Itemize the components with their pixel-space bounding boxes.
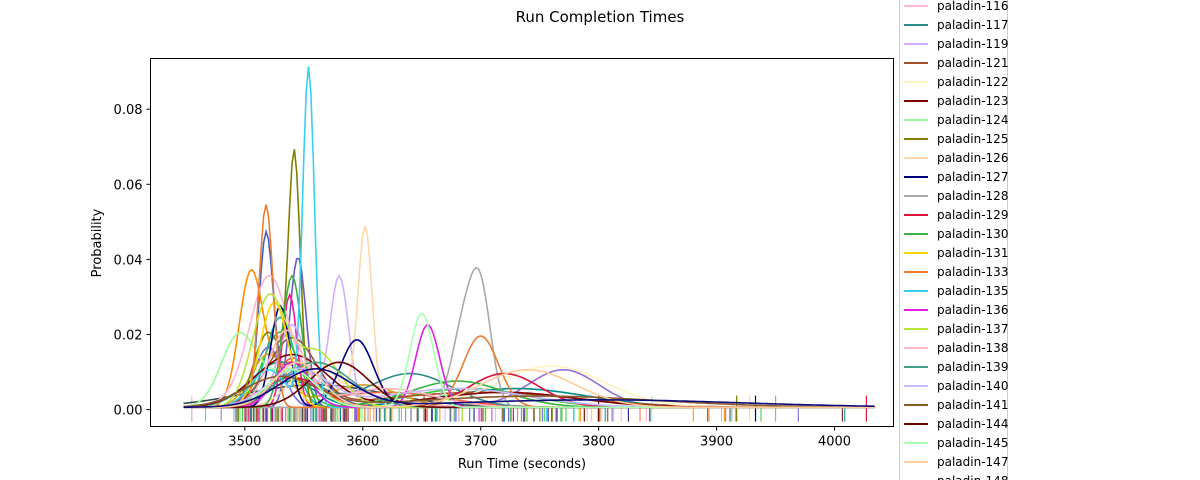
legend-label: paladin-124 <box>937 113 1008 127</box>
y-tick-label: 0.08 <box>114 103 143 118</box>
legend-label: paladin-125 <box>937 132 1008 146</box>
legend-entry: paladin-147 <box>904 455 1008 469</box>
density-curve-paladin-147 <box>183 361 875 409</box>
legend-entry: paladin-135 <box>904 284 1008 298</box>
legend-entry: paladin-122 <box>904 75 1008 89</box>
legend-label: paladin-141 <box>937 398 1008 412</box>
legend-label: paladin-148 <box>937 474 1008 480</box>
legend-label: paladin-133 <box>937 265 1008 279</box>
legend-frame <box>899 0 1008 480</box>
legend-entry: paladin-138 <box>904 341 1008 355</box>
legend-label: paladin-129 <box>937 208 1008 222</box>
legend-label: paladin-123 <box>937 94 1008 108</box>
x-axis: 3500 3600 3700 3800 3900 4000 <box>228 426 851 450</box>
legend-label: paladin-128 <box>937 189 1008 203</box>
y-tick-label: 0.00 <box>114 404 143 419</box>
legend-label: paladin-145 <box>937 436 1008 450</box>
legend-label: paladin-116 <box>937 0 1008 13</box>
density-curve-paladin-141 <box>183 375 875 408</box>
legend-entry: paladin-133 <box>904 265 1008 279</box>
density-curve-paladin-127 <box>183 304 875 409</box>
legend-entry: paladin-121 <box>904 56 1008 70</box>
y-tick-label: 0.06 <box>114 178 143 193</box>
legend-label: paladin-117 <box>937 18 1008 32</box>
legend-label: paladin-127 <box>937 170 1008 184</box>
legend-entry: paladin-148 <box>937 474 1008 480</box>
y-tick-label: 0.04 <box>114 253 143 268</box>
legend-label: paladin-138 <box>937 341 1008 355</box>
legend-entry: paladin-130 <box>904 227 1008 241</box>
x-tick-label: 3600 <box>346 435 379 450</box>
legend-label: paladin-121 <box>937 56 1008 70</box>
legend-entry: paladin-141 <box>904 398 1008 412</box>
x-axis-label: Run Time (seconds) <box>458 457 586 472</box>
x-tick-label: 3800 <box>582 435 615 450</box>
legend-entry: paladin-145 <box>904 436 1008 450</box>
legend-entry: paladin-128 <box>904 189 1008 203</box>
legend-entry: paladin-131 <box>904 246 1008 260</box>
legend-entry: paladin-129 <box>904 208 1008 222</box>
legend-entry: paladin-123 <box>904 94 1008 108</box>
density-curve-paladin-148 <box>183 367 875 409</box>
legend: paladin-116 paladin-117 paladin-119 paladin… <box>899 0 1008 480</box>
legend-entry: paladin-125 <box>904 132 1008 146</box>
density-curve-extra-11 <box>183 292 875 409</box>
legend-label: paladin-136 <box>937 303 1008 317</box>
legend-label: paladin-119 <box>937 37 1008 51</box>
legend-label: paladin-137 <box>937 322 1008 336</box>
legend-label: paladin-131 <box>937 246 1008 260</box>
legend-entry: paladin-119 <box>904 37 1008 51</box>
y-tick-label: 0.02 <box>114 329 143 344</box>
legend-label: paladin-140 <box>937 379 1008 393</box>
legend-entry: paladin-117 <box>904 18 1008 32</box>
legend-entry: paladin-140 <box>904 379 1008 393</box>
rug-marks <box>191 395 867 422</box>
density-curve-paladin-137 <box>183 293 875 409</box>
legend-entry: paladin-124 <box>904 113 1008 127</box>
x-tick-label: 4000 <box>818 435 851 450</box>
chart-title: Run Completion Times <box>516 8 685 26</box>
legend-entry: paladin-144 <box>904 417 1008 431</box>
x-tick-label: 3700 <box>464 435 497 450</box>
legend-label: paladin-147 <box>937 455 1008 469</box>
legend-label: paladin-144 <box>937 417 1008 431</box>
plot-area <box>183 66 875 422</box>
legend-entry: paladin-126 <box>904 151 1008 165</box>
legend-label: paladin-130 <box>937 227 1008 241</box>
legend-label: paladin-139 <box>937 360 1008 374</box>
legend-label: paladin-135 <box>937 284 1008 298</box>
x-tick-label: 3900 <box>700 435 733 450</box>
legend-entry: paladin-139 <box>904 360 1008 374</box>
density-curve-paladin-135 <box>183 66 875 409</box>
legend-entry: paladin-137 <box>904 322 1008 336</box>
plot-frame <box>150 58 894 427</box>
legend-label: paladin-122 <box>937 75 1008 89</box>
y-axis-label: Probability <box>90 208 105 277</box>
x-tick-label: 3500 <box>228 435 261 450</box>
y-axis: 0.00 0.02 0.04 0.06 0.08 <box>114 103 151 419</box>
legend-entry: paladin-136 <box>904 303 1008 317</box>
legend-label: paladin-126 <box>937 151 1008 165</box>
legend-entry: paladin-127 <box>904 170 1008 184</box>
legend-entry: paladin-116 <box>904 0 1008 13</box>
